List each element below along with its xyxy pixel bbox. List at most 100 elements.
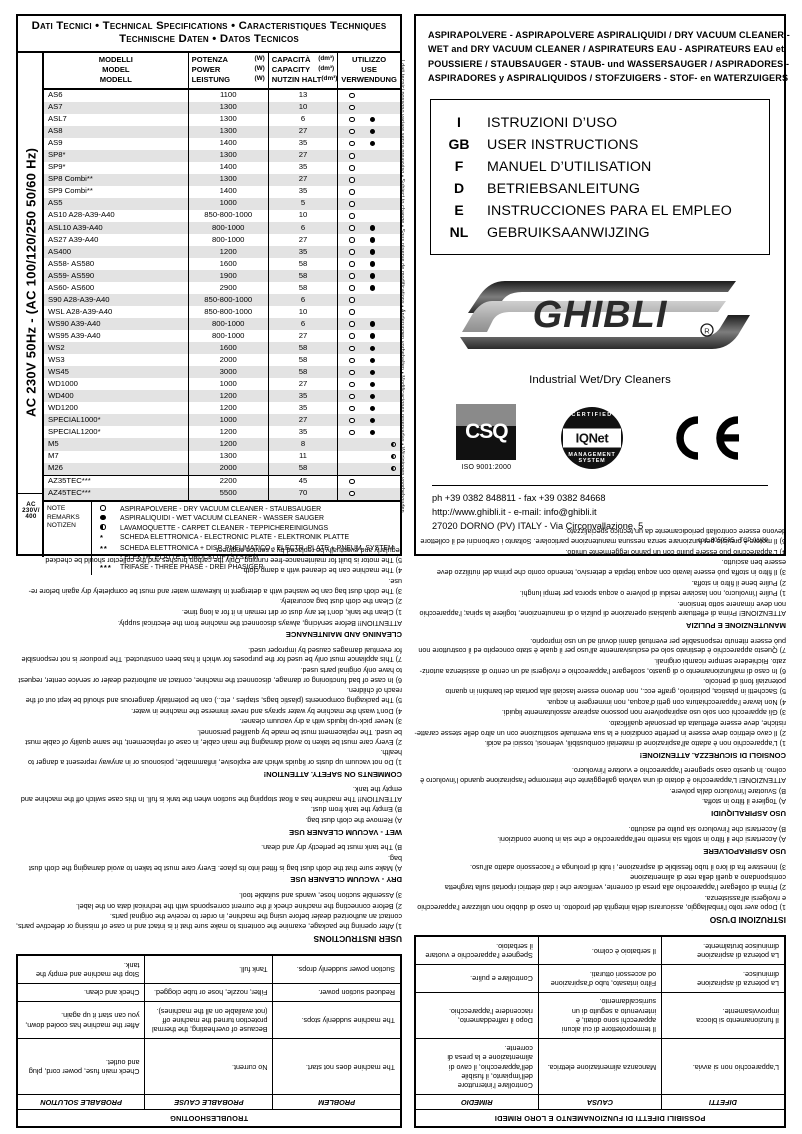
language-list-box: I ISTRUZIONI D’USO GB USER INSTRUCTIONS F MAN…	[430, 99, 770, 256]
header-power-unit-1: (W)	[254, 54, 265, 62]
language-code: I	[457, 113, 461, 130]
table-row: WSL A28-A39-A40 850-800-1000 10	[44, 306, 400, 319]
maintenance-list-en: 1) Clean the tank, don’t let any dust or…	[16, 545, 402, 617]
use-dot-filled	[369, 345, 376, 351]
cell-power: 1000	[188, 197, 269, 210]
cell-use	[338, 210, 400, 222]
cell-model: AZ45TEC***	[44, 487, 189, 500]
cell-use	[337, 270, 400, 283]
cell-power: 1300	[188, 125, 269, 138]
cell-model: AS8	[44, 125, 189, 138]
header-power-en: POWER	[191, 64, 221, 74]
contact-phone-fax: ph +39 0382 848811 - fax +39 0382 84668	[432, 493, 606, 504]
ts-problem: Suction power suddenly drops.	[273, 955, 401, 984]
table-row: AS5 1000 5	[44, 197, 400, 210]
table-row: AS59- AS590 1900 58	[44, 270, 400, 283]
use-dot-filled	[369, 273, 376, 279]
english-instructions-panel: TROUBLESHOOTING PROBLEM PROBABLE CAUSE P…	[16, 546, 403, 1128]
use-dot-filled	[100, 514, 106, 521]
table-row: AS60- AS600 2900 58	[44, 282, 400, 295]
use-dot-filled	[369, 140, 376, 147]
note-text: SCHEDA ELETTRONICA + DISP. PNEUMATICO - …	[120, 544, 394, 562]
cell-use	[337, 462, 400, 476]
language-title: BETRIEBSANLEITUNG	[487, 180, 641, 197]
paragraph: A) Accertarsi che il filtro in stoffa si…	[497, 835, 786, 845]
ts-solution: After the machine has cooled down, you c…	[17, 1001, 145, 1039]
notes-label-it: NOTE	[47, 504, 66, 512]
table-row: S90 A28-A39-A40 850-800-1000 6	[44, 294, 400, 307]
voltage-3ph-line1: AC	[26, 500, 36, 508]
cell-model: WS2	[44, 342, 189, 355]
ts-solution: Stop the machine and empty the tank.	[17, 955, 145, 984]
paragraph: 7) This appliance must only be used for …	[21, 645, 403, 665]
ce-mark-icon	[668, 413, 744, 463]
certification-marks: CSQ ISO 9001:2000 CERTIFIED IQNet MANAGE…	[416, 404, 784, 471]
troubleshooting-row: Suction power suddenly drops. Tank full. S…	[17, 955, 401, 984]
language-title: USER INSTRUCTIONS	[487, 136, 639, 153]
cell-capacity: 35	[268, 402, 339, 415]
ts-cause: No current.	[145, 1038, 273, 1095]
troubleshooting-caption-it: POSSIBILI DIFETTI DI FUNZIONAMENTO E LOR…	[415, 1109, 785, 1127]
cell-use	[337, 173, 400, 186]
table-row: AZ35TEC*** 2200 45	[44, 474, 400, 488]
header-power: POTENZA (W) POWER (W) LEISTUNG (W)	[188, 52, 269, 90]
iqnet-top-text: CERTIFIED	[571, 411, 613, 418]
side-disclaimer-caption: I dati tecnici possono variare senza pre…	[399, 60, 405, 513]
note-symbol	[98, 505, 120, 514]
table-row: SP8* 1300 27	[44, 149, 400, 162]
use-dot-filled	[369, 393, 376, 400]
cover-product-types: ASPIRAPOLVERE - ASPIRAPOLVERE ASPIRALIQU…	[416, 16, 790, 91]
cell-use	[337, 245, 400, 259]
troubleshooting-row: The machine does not start. No current. Ch…	[17, 1038, 401, 1095]
note-line: LAVAMOQUETTE - CARPET CLEANER - TEPPICHE…	[98, 524, 397, 533]
user-instructions-list: 1) After opening the package, examine th…	[16, 890, 402, 931]
cell-capacity: 27	[268, 149, 339, 162]
table-row: WS2 1600 58	[44, 342, 400, 355]
safety-title-en: COMMENTS ON SAFETY. ATTENTION!	[263, 769, 402, 779]
troubleshooting-row: Reduced suction power. Filter, nozzle, ho…	[17, 983, 401, 1002]
table-row: WS90 A39-A40 800-1000 6	[44, 318, 400, 331]
note-symbol-asterisk: ***	[100, 562, 112, 572]
paragraph: 3) Never pick-up liquids with a dry vacu…	[239, 717, 402, 727]
header-model-it: MODELLI	[98, 54, 133, 64]
ts-cause: Filtro intasato, tubo d’aspirazione od a…	[538, 964, 662, 993]
csq-mark-text: CSQ	[465, 420, 509, 444]
use-dot-open	[349, 321, 355, 327]
csq-caption: ISO 9001:2000	[461, 464, 512, 472]
table-row: ASL7 1300 6	[44, 113, 400, 126]
note-text: LAVAMOQUETTE - CARPET CLEANER - TEPPICHE…	[120, 524, 329, 532]
cell-use	[338, 114, 400, 126]
brand-tagline: Industrial Wet/Dry Cleaners	[529, 374, 671, 387]
ts-problem: The machine suddenly stops.	[273, 1001, 401, 1039]
header-model: MODELLI MODEL MODELL	[44, 52, 189, 90]
use-dot-open	[349, 417, 355, 424]
paragraph: A) Make sure that the cloth dust bag is …	[28, 854, 402, 873]
paragraph: 1) After opening the package, examine th…	[16, 912, 402, 931]
cell-power: 2900	[188, 282, 269, 295]
cell-capacity: 35	[268, 426, 339, 439]
th-causa-it: CAUSA	[538, 1094, 662, 1110]
paragraph: 6) In case of bad functioning or damage,…	[18, 666, 402, 685]
cell-model: WS95 A39-A40	[44, 330, 189, 343]
use-dot-filled	[369, 333, 376, 339]
table-row: AZ45TEC*** 5500 70	[44, 487, 400, 500]
dry-use-list: A) Make sure that the cloth dust bag is …	[16, 843, 402, 873]
use-dot-open	[349, 104, 355, 111]
table-row: WS3 2000 58	[44, 354, 400, 367]
cell-model: WD1200	[44, 402, 189, 415]
paragraph: 4) Non lavare l’apparecchiatura con gett…	[546, 697, 786, 707]
cell-capacity: 27	[268, 378, 339, 391]
cell-model: M5	[44, 438, 189, 451]
table-row: SP9* 1400 35	[44, 161, 400, 174]
table-row: SPECIAL1000* 1000 27	[44, 414, 400, 427]
cell-power: 1200	[188, 426, 269, 439]
troubleshooting-caption-en: TROUBLESHOOTING	[17, 1109, 401, 1127]
note-text: SCHEDA ELETTRONICA - ELECTRONIC PLATE - …	[120, 534, 350, 542]
language-code: D	[453, 179, 465, 196]
cell-model: SP8*	[44, 149, 189, 162]
use-dot-open	[349, 345, 355, 351]
iqnet-icon: CERTIFIED IQNet MANAGEMENT SYSTEM	[560, 406, 623, 469]
notes-list: ASPIRAPOLVERE - DRY VACUUM CLEANER - STA…	[92, 502, 400, 576]
italian-body-text: ISTRUZIONI D’USO 1) Dopo aver tolto l’im…	[414, 527, 786, 925]
language-code: E	[454, 201, 464, 218]
